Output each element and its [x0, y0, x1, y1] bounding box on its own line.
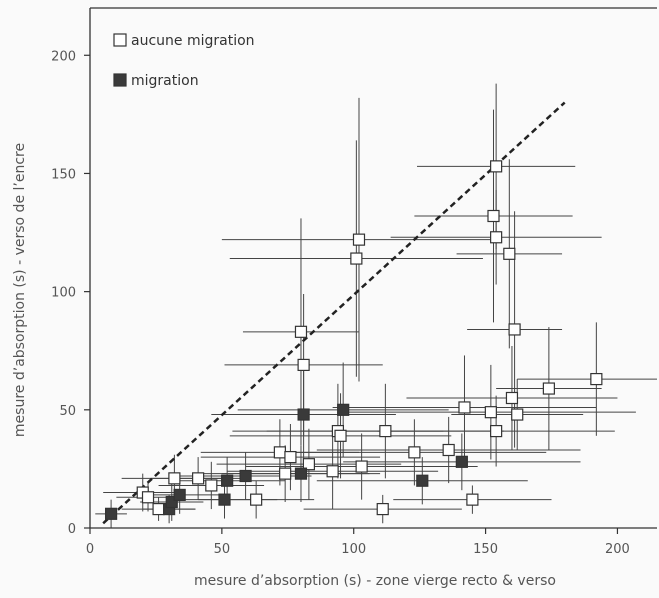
- y-tick-label: 150: [51, 167, 76, 182]
- data-point-open-square: [590, 372, 603, 386]
- x-tick-label: 200: [605, 542, 630, 557]
- x-tick-label: 50: [214, 542, 231, 557]
- data-point-open-square: [487, 209, 500, 223]
- legend-marker-filled-square: [113, 73, 127, 87]
- data-point-filled-square: [416, 474, 429, 487]
- data-point-open-square: [542, 382, 555, 395]
- data-point-filled-square: [294, 467, 308, 480]
- x-axis-title: mesure d’absorption (s) - zone vierge re…: [194, 573, 556, 589]
- data-point-open-square: [273, 446, 286, 459]
- data-point-open-square: [326, 465, 339, 478]
- data-point-filled-square: [165, 495, 178, 509]
- data-point-filled-square: [221, 474, 234, 487]
- legend-marker-open-square: [113, 33, 127, 47]
- data-point-open-square: [490, 231, 503, 244]
- data-point-open-square: [302, 458, 315, 471]
- data-markers: [104, 160, 603, 520]
- data-point-filled-square: [455, 455, 468, 468]
- axes: [89, 7, 657, 529]
- data-point-open-square: [294, 325, 308, 338]
- data-point-open-square: [376, 502, 389, 516]
- data-point-filled-square: [239, 469, 252, 483]
- data-point-open-square: [508, 323, 521, 336]
- data-point-open-square: [297, 358, 310, 372]
- data-point-open-square: [141, 491, 155, 504]
- x-tick-label: 150: [473, 542, 498, 557]
- data-point-open-square: [408, 446, 421, 459]
- data-point-open-square: [205, 479, 218, 492]
- data-point-open-square: [379, 424, 392, 438]
- legend-label-migration: migration: [131, 73, 199, 89]
- data-point-open-square: [334, 429, 347, 442]
- data-point-open-square: [350, 252, 363, 265]
- legend: aucune migration migration: [113, 33, 255, 89]
- data-point-open-square: [484, 406, 497, 419]
- y-tick-label: 200: [51, 49, 76, 64]
- y-tick-label: 0: [68, 522, 76, 537]
- data-point-open-square: [355, 460, 368, 473]
- data-point-open-square: [490, 424, 503, 438]
- data-point-open-square: [279, 467, 292, 480]
- data-point-open-square: [505, 391, 519, 405]
- data-point-open-square: [503, 247, 516, 260]
- y-axis-title: mesure d’absorption (s) - verso de l’enc…: [12, 143, 28, 437]
- data-point-open-square: [284, 450, 297, 464]
- data-point-open-square: [458, 401, 471, 414]
- data-point-open-square: [152, 502, 165, 516]
- data-point-open-square: [442, 443, 455, 457]
- tick-labels: 0 50 100 150 200 0 50 100 150 200: [51, 49, 630, 557]
- legend-label-aucune-migration: aucune migration: [131, 33, 255, 49]
- data-point-open-square: [168, 472, 181, 485]
- data-point-open-square: [490, 160, 503, 173]
- data-point-open-square: [352, 233, 366, 246]
- data-point-filled-square: [173, 488, 186, 502]
- data-point-filled-square: [104, 507, 118, 520]
- data-point-open-square: [250, 493, 263, 506]
- y-tick-label: 100: [51, 286, 76, 301]
- x-tick-label: 0: [86, 542, 94, 557]
- data-point-filled-square: [218, 493, 231, 506]
- data-point-open-square: [511, 408, 524, 421]
- data-point-filled-square: [337, 403, 350, 416]
- reference-diagonal-line: [102, 101, 566, 525]
- x-tick-label: 100: [341, 542, 366, 557]
- data-point-filled-square: [297, 408, 310, 421]
- data-point-open-square: [466, 493, 479, 506]
- data-point-open-square: [192, 472, 205, 485]
- y-tick-label: 50: [59, 404, 76, 419]
